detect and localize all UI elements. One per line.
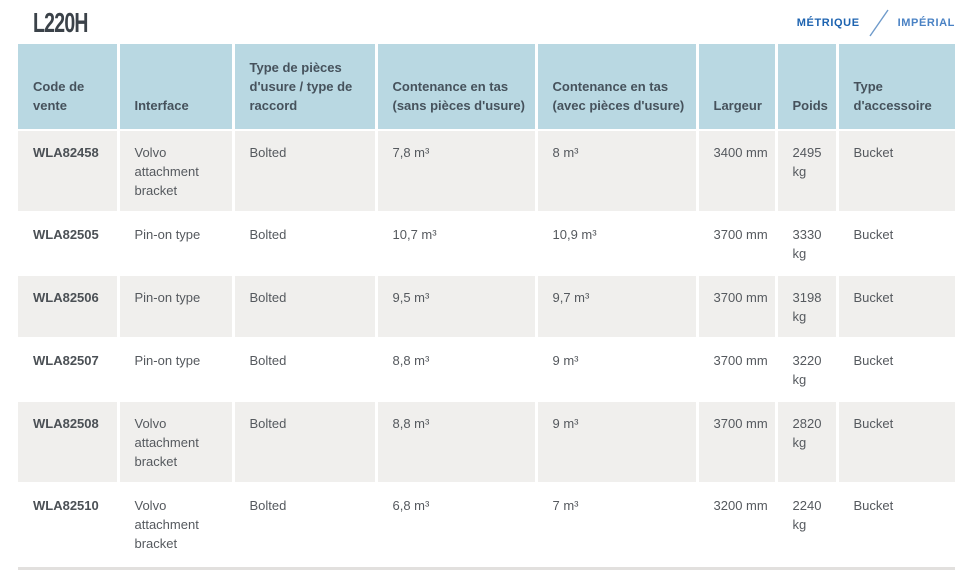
cell-width: 3400 mm xyxy=(695,130,776,213)
cell-sales-code: WLA82458 xyxy=(18,130,118,213)
cell-attachment-type: Bucket xyxy=(835,275,955,339)
cell-interface: Volvo attachment bracket xyxy=(116,130,233,213)
cell-width: 3200 mm xyxy=(695,483,776,566)
table-row: WLA82505 Pin-on type Bolted 10,7 m³ 10,9… xyxy=(18,212,955,276)
slash-divider-icon xyxy=(860,7,898,39)
cell-wear-parts: Bolted xyxy=(231,212,376,276)
cell-sales-code: WLA82507 xyxy=(18,338,118,402)
page-title: L220H xyxy=(33,7,88,38)
table-header-row: Code de vente Interface Type de pièces d… xyxy=(18,44,955,131)
cell-weight: 3198 kg xyxy=(774,275,837,339)
cell-attachment-type: Bucket xyxy=(835,401,955,484)
cell-weight: 3220 kg xyxy=(774,338,837,402)
cell-capacity-with: 10,9 m³ xyxy=(534,212,697,276)
cell-capacity-without: 8,8 m³ xyxy=(374,338,536,402)
table-row: WLA82507 Pin-on type Bolted 8,8 m³ 9 m³ … xyxy=(18,338,955,402)
cell-wear-parts: Bolted xyxy=(231,401,376,484)
cell-sales-code: WLA82510 xyxy=(18,483,118,566)
table-row: WLA82458 Volvo attachment bracket Bolted… xyxy=(18,130,955,213)
cell-weight: 2495 kg xyxy=(774,130,837,213)
col-header-sales-code: Code de vente xyxy=(18,44,118,131)
cell-capacity-with: 7 m³ xyxy=(534,483,697,566)
metric-toggle-button[interactable]: MÉTRIQUE xyxy=(796,17,860,29)
imperial-toggle-button[interactable]: IMPÉRIAL xyxy=(897,17,955,29)
cell-wear-parts: Bolted xyxy=(231,483,376,566)
cell-sales-code: WLA82508 xyxy=(18,401,118,484)
cell-weight: 2820 kg xyxy=(774,401,837,484)
cell-weight: 2240 kg xyxy=(774,483,837,566)
cell-interface: Pin-on type xyxy=(116,338,233,402)
col-header-capacity-without: Contenance en tas (sans pièces d'usure) xyxy=(374,44,536,131)
cell-capacity-with: 9 m³ xyxy=(534,401,697,484)
unit-toggle: MÉTRIQUE IMPÉRIAL xyxy=(797,7,955,39)
cell-capacity-with: 9,7 m³ xyxy=(534,275,697,339)
cell-wear-parts: Bolted xyxy=(231,130,376,213)
cell-capacity-without: 6,8 m³ xyxy=(374,483,536,566)
cell-interface: Pin-on type xyxy=(116,275,233,339)
cell-interface: Volvo attachment bracket xyxy=(116,401,233,484)
col-header-weight: Poids xyxy=(774,44,837,131)
cell-attachment-type: Bucket xyxy=(835,212,955,276)
cell-weight: 3330 kg xyxy=(774,212,837,276)
col-header-width: Largeur xyxy=(695,44,776,131)
cell-sales-code: WLA82506 xyxy=(18,275,118,339)
cell-capacity-without: 7,8 m³ xyxy=(374,130,536,213)
col-header-attachment-type: Type d'accessoire xyxy=(835,44,955,131)
cell-capacity-without: 10,7 m³ xyxy=(374,212,536,276)
cell-width: 3700 mm xyxy=(695,401,776,484)
table-row: WLA82506 Pin-on type Bolted 9,5 m³ 9,7 m… xyxy=(18,275,955,339)
cell-attachment-type: Bucket xyxy=(835,130,955,213)
col-header-interface: Interface xyxy=(116,44,233,131)
col-header-wear-parts: Type de pièces d'usure / type de raccord xyxy=(231,44,376,131)
topbar: L220H MÉTRIQUE IMPÉRIAL xyxy=(0,0,969,44)
bottom-divider xyxy=(18,567,955,570)
cell-capacity-without: 9,5 m³ xyxy=(374,275,536,339)
cell-attachment-type: Bucket xyxy=(835,483,955,566)
cell-interface: Volvo attachment bracket xyxy=(116,483,233,566)
spec-table: Code de vente Interface Type de pièces d… xyxy=(18,44,955,566)
cell-width: 3700 mm xyxy=(695,212,776,276)
cell-capacity-without: 8,8 m³ xyxy=(374,401,536,484)
table-row: WLA82508 Volvo attachment bracket Bolted… xyxy=(18,401,955,484)
cell-width: 3700 mm xyxy=(695,275,776,339)
cell-capacity-with: 9 m³ xyxy=(534,338,697,402)
cell-sales-code: WLA82505 xyxy=(18,212,118,276)
cell-wear-parts: Bolted xyxy=(231,338,376,402)
table-row: WLA82510 Volvo attachment bracket Bolted… xyxy=(18,483,955,566)
col-header-capacity-with: Contenance en tas (avec pièces d'usure) xyxy=(534,44,697,131)
cell-capacity-with: 8 m³ xyxy=(534,130,697,213)
cell-width: 3700 mm xyxy=(695,338,776,402)
cell-attachment-type: Bucket xyxy=(835,338,955,402)
cell-wear-parts: Bolted xyxy=(231,275,376,339)
cell-interface: Pin-on type xyxy=(116,212,233,276)
